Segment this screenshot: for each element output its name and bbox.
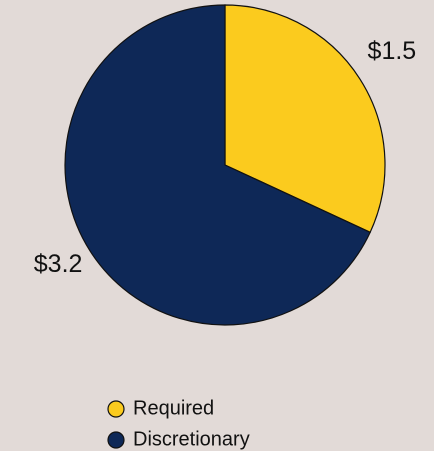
legend-marker [107,400,125,418]
legend-marker [107,431,125,449]
value-label: $1.5 [368,37,417,65]
value-label: $3.2 [34,250,83,278]
legend-label: Discretionary [133,428,250,450]
pie-slice [224,4,386,234]
legend-label: Required [133,397,214,419]
pie-slice [64,4,371,326]
